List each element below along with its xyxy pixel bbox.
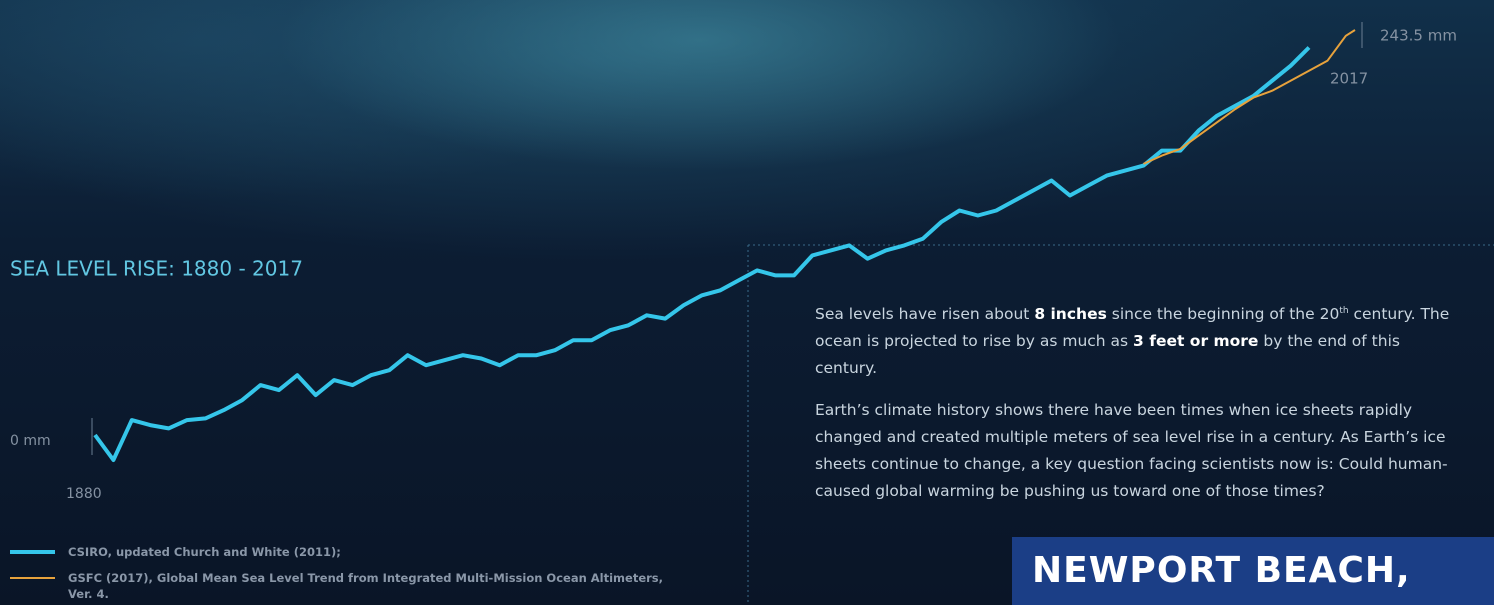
end-value-label: 243.5 mm: [1380, 27, 1457, 45]
series-line: [1143, 29, 1356, 165]
text: century. The ocean is projected to rise …: [815, 305, 1450, 351]
superscript: th: [1339, 306, 1349, 316]
paragraph: Earth’s climate history shows there have…: [815, 401, 1448, 500]
paragraph: Sea levels have risen about 8 inches sin…: [815, 298, 1455, 382]
legend-label: CSIRO, updated Church and White (2011);: [68, 545, 341, 559]
banner: NEWPORT BEACH,: [1012, 537, 1494, 605]
start-value-label: 0 mm: [10, 433, 51, 449]
text: by the end of this century.: [815, 332, 1400, 378]
text-bold: 3 feet or more: [1133, 332, 1259, 351]
series-line: [93, 46, 1311, 462]
text: Sea levels have risen about: [815, 305, 1035, 324]
start-year-label: 1880: [66, 486, 102, 502]
text: since the beginning of the 20: [1106, 305, 1340, 324]
legend-label: GSFC (2017), Global Mean Sea Level Trend…: [68, 571, 664, 601]
chart-title: SEA LEVEL RISE: 1880 - 2017: [10, 257, 303, 281]
end-year-label: 2017: [1330, 70, 1368, 88]
text-bold: 8 inches: [1034, 305, 1107, 324]
